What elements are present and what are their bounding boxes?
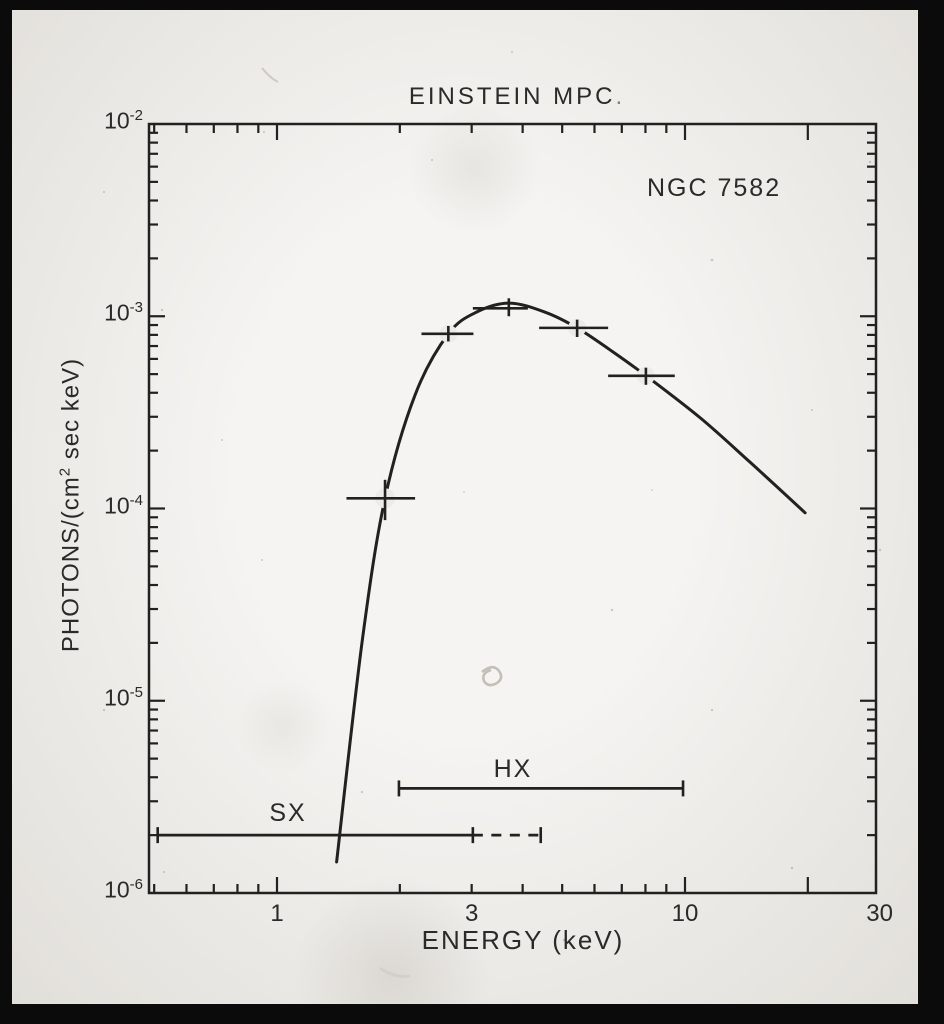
spectrum-plot — [102, 51, 882, 978]
y-tick-label: 10-5 — [104, 683, 143, 711]
y-tick-label: 10-2 — [104, 107, 143, 134]
x-tick-label: 10 — [671, 900, 699, 927]
x-tick-label: 3 — [464, 900, 479, 927]
x-tick-label: 1 — [270, 900, 284, 927]
x-tick-label: 30 — [866, 900, 893, 927]
source-name-label: NGC 7582 — [647, 174, 782, 202]
plot-title: EINSTEIN MPC. — [409, 83, 625, 111]
photo-print: EINSTEIN MPC. NGC 7582 PHOTONS/(cm2 sec … — [12, 10, 918, 1004]
y-tick-label: 10-4 — [104, 491, 143, 519]
plot-title-text: EINSTEIN MPC — [408, 83, 616, 110]
x-axis-title: ENERGY (keV) — [421, 925, 625, 955]
y-tick-label: 10-3 — [104, 299, 143, 326]
hx-band-label: HX — [493, 755, 533, 783]
plot-title-period: . — [615, 83, 626, 110]
sx-band-label: SX — [269, 799, 307, 827]
y-tick-label: 10-6 — [104, 876, 143, 903]
